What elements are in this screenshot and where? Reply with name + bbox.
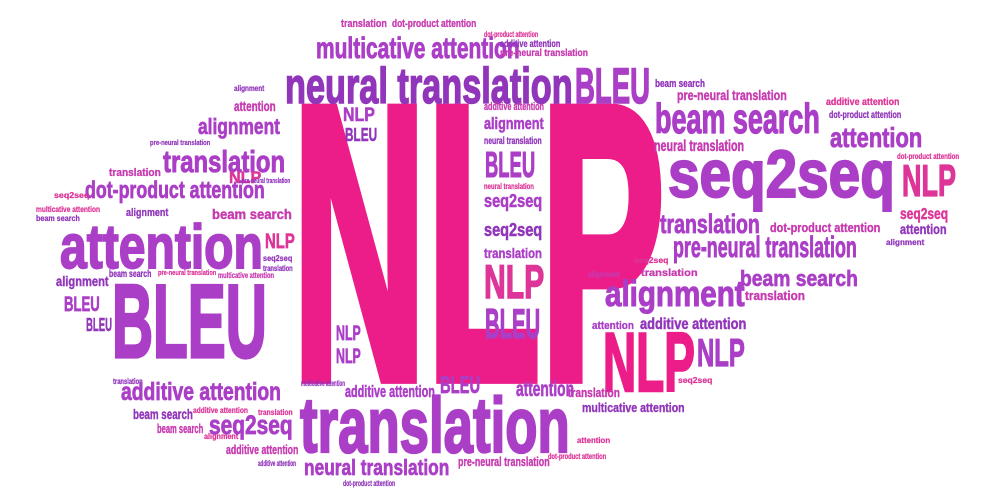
word-additive-attention: additive attention xyxy=(193,404,248,415)
word-translation: translation xyxy=(341,17,387,30)
word-translation: translation xyxy=(484,245,542,262)
word-nlp: NLP xyxy=(902,157,957,207)
word-neural-translation: neural translation xyxy=(484,135,542,147)
word-pre-neural-translation: pre-neural translation xyxy=(242,178,291,186)
word-bleu: BLEU xyxy=(86,314,113,335)
word-seq2seq: seq2seq xyxy=(54,189,90,200)
word-alignment: alignment xyxy=(234,82,265,93)
word-pre-neural-translation: pre-neural translation xyxy=(677,87,787,104)
word-translation: translation xyxy=(258,406,293,417)
word-beam-search: beam search xyxy=(655,77,705,90)
word-seq2seq: seq2seq xyxy=(634,254,669,265)
word-translation: translation xyxy=(109,166,161,179)
word-multicative-attention: multicative attention xyxy=(36,203,100,214)
word-dot-product-attention: dot-product attention xyxy=(392,17,477,30)
word-alignment: alignment xyxy=(126,206,169,219)
word-additive-attention: additive attention xyxy=(121,377,282,406)
word-pre-neural-translation: pre-neural translation xyxy=(673,232,857,265)
word-additive-attention: additive attention xyxy=(258,457,296,468)
word-beam-search: beam search xyxy=(740,266,858,292)
word-additive-attention: additive attention xyxy=(826,96,900,108)
word-nlp: NLP xyxy=(484,256,545,310)
word-bleu: BLEU xyxy=(485,299,541,347)
word-translation: translation xyxy=(568,386,620,401)
word-translation: translation xyxy=(299,383,570,470)
word-translation: translation xyxy=(641,267,698,279)
word-pre-neural-translation: pre-neural translation xyxy=(500,47,588,59)
word-bleu: BLEU xyxy=(345,124,378,145)
word-translation: translation xyxy=(163,145,286,180)
word-alignment: alignment xyxy=(605,273,746,315)
word-seq2seq: seq2seq xyxy=(900,206,949,224)
word-nlp: NLP xyxy=(336,345,361,369)
word-additive-attention: additive attention xyxy=(484,100,544,113)
word-seq2seq: seq2seq xyxy=(678,374,713,385)
word-alignment: alignment xyxy=(484,113,544,133)
word-translation: translation xyxy=(745,289,805,304)
word-translation: translation xyxy=(113,375,143,386)
word-beam-search: beam search xyxy=(133,406,193,423)
word-neural-translation: neural translation xyxy=(484,180,534,191)
word-bleu: BLEU xyxy=(111,263,267,380)
word-dot-product-attention: dot-product attention xyxy=(770,221,881,236)
word-seq2seq: seq2seq xyxy=(484,190,543,211)
word-alignment: alignment xyxy=(56,273,109,290)
word-neural-translation: neural translation xyxy=(284,57,573,114)
word-pre-neural-translation: pre-neural translation xyxy=(158,270,217,278)
word-dot-product-attention: dot-product attention xyxy=(548,450,607,461)
word-seq2seq: seq2seq xyxy=(209,409,293,440)
word-additive-attention: additive attention xyxy=(226,443,299,458)
word-seq2seq: seq2seq xyxy=(263,252,293,263)
word-alignment: alignment xyxy=(886,236,925,247)
word-attention: attention xyxy=(900,221,947,238)
word-translation: translation xyxy=(660,208,760,239)
word-multicative-attention: multicative attention xyxy=(582,401,685,416)
word-bleu: BLEU xyxy=(64,293,100,317)
word-bleu: BLEU xyxy=(575,57,651,114)
word-attention: attention xyxy=(830,121,923,153)
word-additive-attention: additive attention xyxy=(640,316,747,334)
word-nlp: NLP xyxy=(336,322,361,346)
word-beam-search: beam search xyxy=(655,94,821,142)
word-translation: translation xyxy=(263,262,293,273)
word-multicative-attention: multicative attention xyxy=(301,377,345,388)
word-alignment: alignment xyxy=(198,114,280,140)
word-beam-search: beam search xyxy=(212,206,292,223)
word-seq2seq: seq2seq xyxy=(667,137,896,212)
word-bleu: BLEU xyxy=(440,373,481,400)
word-beam-search: beam search xyxy=(157,422,204,437)
word-beam-search: beam search xyxy=(36,212,80,223)
word-dot-product-attention: dot-product attention xyxy=(897,150,960,161)
word-attention: attention xyxy=(234,98,276,115)
word-pre-neural-translation: pre-neural translation xyxy=(458,455,550,470)
word-attention: attention xyxy=(577,434,611,445)
word-attention: attention xyxy=(592,319,634,332)
word-attention: attention xyxy=(59,212,263,283)
word-nlp: NLP xyxy=(289,24,667,461)
word-alignment: alignment xyxy=(588,268,621,279)
word-nlp: NLP xyxy=(602,316,695,410)
word-neural-translation: neural translation xyxy=(304,455,450,481)
word-nlp: NLP xyxy=(697,332,746,376)
word-dot-product-attention: dot-product attention xyxy=(343,477,396,488)
word-bleu: BLEU xyxy=(485,144,536,186)
word-multicative-attention: multicative attention xyxy=(316,33,520,66)
word-nlp: NLP xyxy=(343,103,375,126)
word-dot-product-attention: dot-product attention xyxy=(484,28,539,39)
word-alignment: alignment xyxy=(204,430,239,441)
word-multicative-attention: multicative attention xyxy=(218,269,274,280)
word-seq2seq: seq2seq xyxy=(484,219,543,240)
word-dot-product-attention: dot-product attention xyxy=(85,178,265,205)
word-additive-attention: additive attention xyxy=(500,38,561,50)
word-dot-product-attention: dot-product attention xyxy=(829,109,902,121)
word-pre-neural-translation: pre-neural translation xyxy=(150,140,211,148)
word-attention: attention xyxy=(516,378,574,402)
word-nlp: NLP xyxy=(265,230,295,254)
word-additive-attention: additive attention xyxy=(345,381,435,401)
word-beam-search: beam search xyxy=(109,268,152,280)
word-nlp: NLP xyxy=(229,167,262,187)
word-neural-translation: neural translation xyxy=(654,138,745,156)
